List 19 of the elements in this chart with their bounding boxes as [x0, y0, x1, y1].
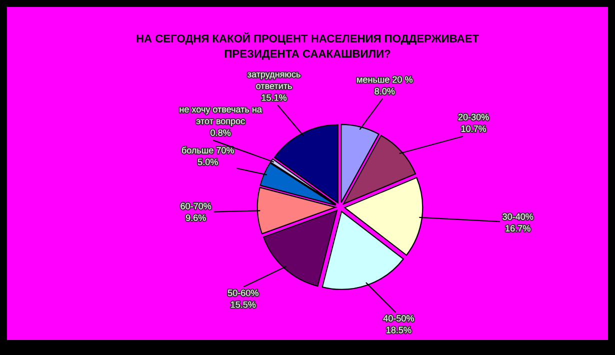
slice-label: больше 70% [182, 146, 234, 154]
data-label: 15.1% [262, 94, 287, 101]
slice-label: 50-60% [228, 290, 258, 296]
data-label: 9.6% [186, 214, 206, 221]
data-label: 18.5% [386, 326, 412, 334]
data-label: 16.7% [506, 225, 530, 232]
data-label: 8.0% [374, 88, 395, 94]
slice-label: затрудняюсь ответить [248, 72, 300, 90]
data-label: 0.8% [210, 129, 231, 136]
slice-label: 20-30% [458, 114, 489, 120]
slice-label: 60-70% [180, 202, 212, 210]
slice-label: меньше 20 % [357, 76, 412, 83]
data-label: 5.0% [198, 158, 218, 166]
slice-label: 30-40% [502, 213, 534, 220]
chart-title: НА СЕГОДНЯ КАКОЙ ПРОЦЕНТ НАСЕЛЕНИЯ ПОДДЕРЖИВАЕТ ПРЕЗИДЕНТА СААКАШВИЛИ? [136, 32, 479, 60]
slice-label: не хочу отвечать на этот вопрос [180, 108, 262, 126]
slice-label: 40-50% [383, 315, 414, 322]
data-label: 10.7% [461, 126, 486, 132]
data-label: 15.5% [231, 301, 256, 308]
